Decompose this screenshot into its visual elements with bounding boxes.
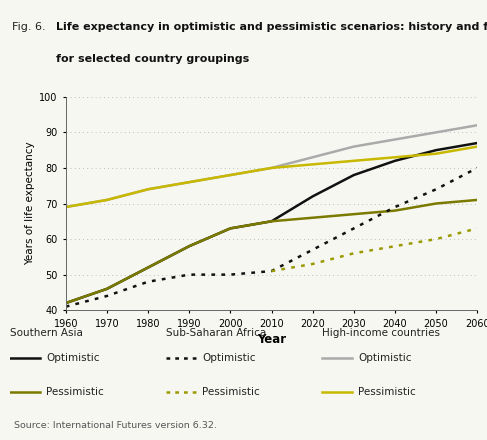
- Text: Sub-Saharan Africa: Sub-Saharan Africa: [166, 328, 266, 338]
- Text: Pessimistic: Pessimistic: [46, 386, 104, 396]
- X-axis label: Year: Year: [257, 333, 286, 346]
- Text: Optimistic: Optimistic: [358, 353, 412, 363]
- Text: Optimistic: Optimistic: [202, 353, 256, 363]
- Text: Life expectancy in optimistic and pessimistic scenarios: history and forecasts: Life expectancy in optimistic and pessim…: [56, 22, 487, 32]
- Text: Source: International Futures version 6.32.: Source: International Futures version 6.…: [15, 421, 217, 430]
- Y-axis label: Years of life expectancy: Years of life expectancy: [25, 142, 35, 265]
- Text: for selected country groupings: for selected country groupings: [56, 55, 249, 65]
- Text: High-income countries: High-income countries: [321, 328, 439, 338]
- Text: Optimistic: Optimistic: [46, 353, 100, 363]
- Text: Southern Asia: Southern Asia: [10, 328, 83, 338]
- Text: Pessimistic: Pessimistic: [358, 386, 415, 396]
- Text: Fig. 6.: Fig. 6.: [12, 22, 46, 32]
- Text: Pessimistic: Pessimistic: [202, 386, 260, 396]
